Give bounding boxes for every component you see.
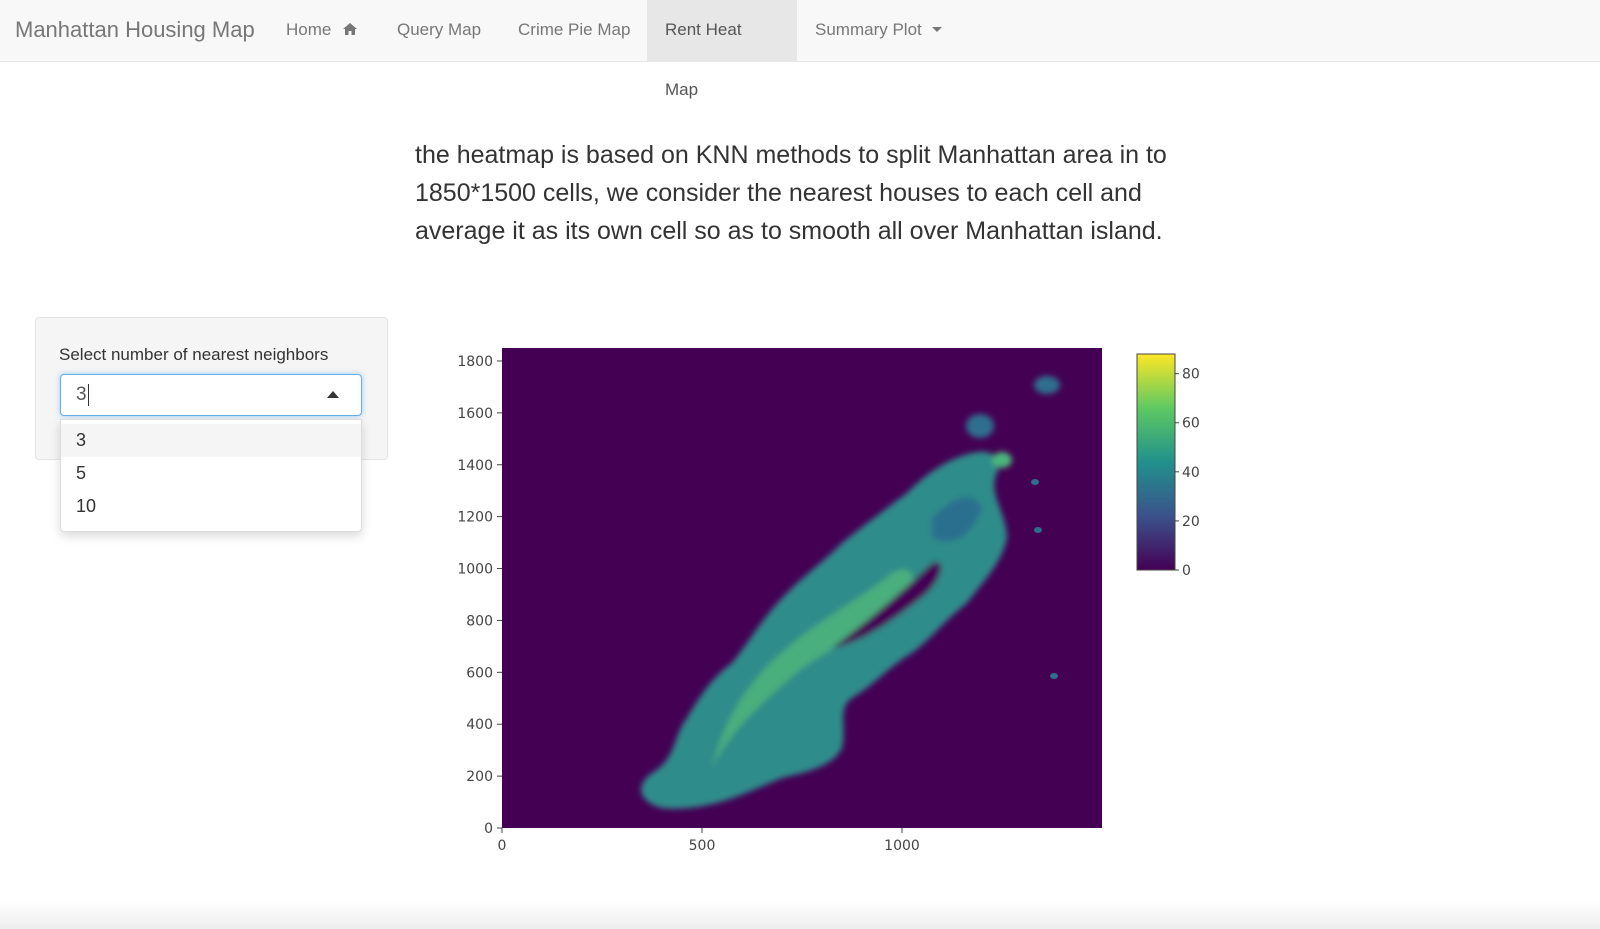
nav-query-map[interactable]: Query Map [379, 0, 499, 61]
colorbar-tick-label: 20 [1182, 514, 1200, 530]
nav-home[interactable]: Home [268, 0, 376, 61]
nav-summary-plot[interactable]: Summary Plot [797, 0, 960, 61]
colorbar-gradient [1136, 353, 1176, 571]
colorbar-tick-label: 60 [1182, 416, 1200, 432]
caret-down-icon [932, 27, 943, 32]
brand-title[interactable]: Manhattan Housing Map [15, 17, 255, 42]
nav-summary-plot-label: Summary Plot [815, 20, 922, 39]
home-icon [343, 23, 358, 35]
navbar: Manhattan Housing Map Home Query Map Cri… [0, 0, 1600, 99]
neighbors-select-label: Select number of nearest neighbors [59, 345, 329, 364]
y-tick-label: 1000 [457, 562, 493, 578]
nav-rent-heat-map[interactable]: Rent Heat Map [647, 0, 797, 99]
text-cursor [88, 384, 89, 406]
nav-crime-pie-map[interactable]: Crime Pie Map [500, 0, 648, 61]
islet [1050, 673, 1058, 679]
colorbar-tick-label: 0 [1182, 563, 1191, 579]
y-tick-label: 1400 [457, 458, 493, 474]
neighbors-option[interactable]: 5 [76, 463, 87, 483]
small-islands [1031, 479, 1058, 679]
colorbar: 0 20 40 60 80 [1136, 353, 1200, 579]
y-tick-label: 1600 [457, 406, 493, 422]
x-tick-label: 0 [498, 838, 507, 854]
y-tick-label: 600 [466, 665, 493, 681]
y-tick-label: 1200 [457, 510, 493, 526]
islet [1031, 479, 1039, 485]
window-bottom-edge [0, 900, 1600, 929]
neighbors-select-value: 3 [76, 384, 87, 405]
neighbors-option[interactable]: 3 [61, 424, 361, 457]
y-tick-label: 0 [484, 821, 493, 837]
x-tick-label: 1000 [884, 838, 920, 854]
nav-rent-heat-map-label: Rent Heat Map [665, 20, 742, 99]
x-axis: 0 500 1000 [498, 828, 920, 854]
islet [1034, 527, 1042, 533]
x-tick-label: 500 [689, 838, 716, 854]
caret-up-icon[interactable] [327, 391, 339, 398]
neighbors-dropdown: 3 5 10 [60, 419, 362, 532]
y-tick-label: 200 [466, 769, 493, 785]
description-text: the heatmap is based on KNN methods to s… [415, 141, 1167, 245]
manhattan-heat-region [641, 376, 1060, 809]
rent-heatmap-chart: 0 500 1000 0200400600800100012001400160018… [457, 348, 1200, 854]
colorbar-tick-label: 40 [1182, 465, 1200, 481]
y-tick-label: 1800 [457, 354, 493, 370]
colorbar-tick-label: 80 [1182, 367, 1200, 383]
neighbors-select[interactable]: 3 [60, 374, 362, 416]
neighbors-option[interactable]: 10 [76, 496, 97, 516]
y-tick-label: 800 [466, 613, 493, 629]
nav-crime-pie-map-label: Crime Pie Map [518, 20, 631, 39]
nav-query-map-label: Query Map [397, 20, 482, 39]
y-axis: 0 200 400 600 800 1000 1200 1400 1600 1800 [457, 354, 502, 837]
y-tick-label: 400 [466, 717, 493, 733]
nav-home-label: Home [286, 20, 332, 39]
